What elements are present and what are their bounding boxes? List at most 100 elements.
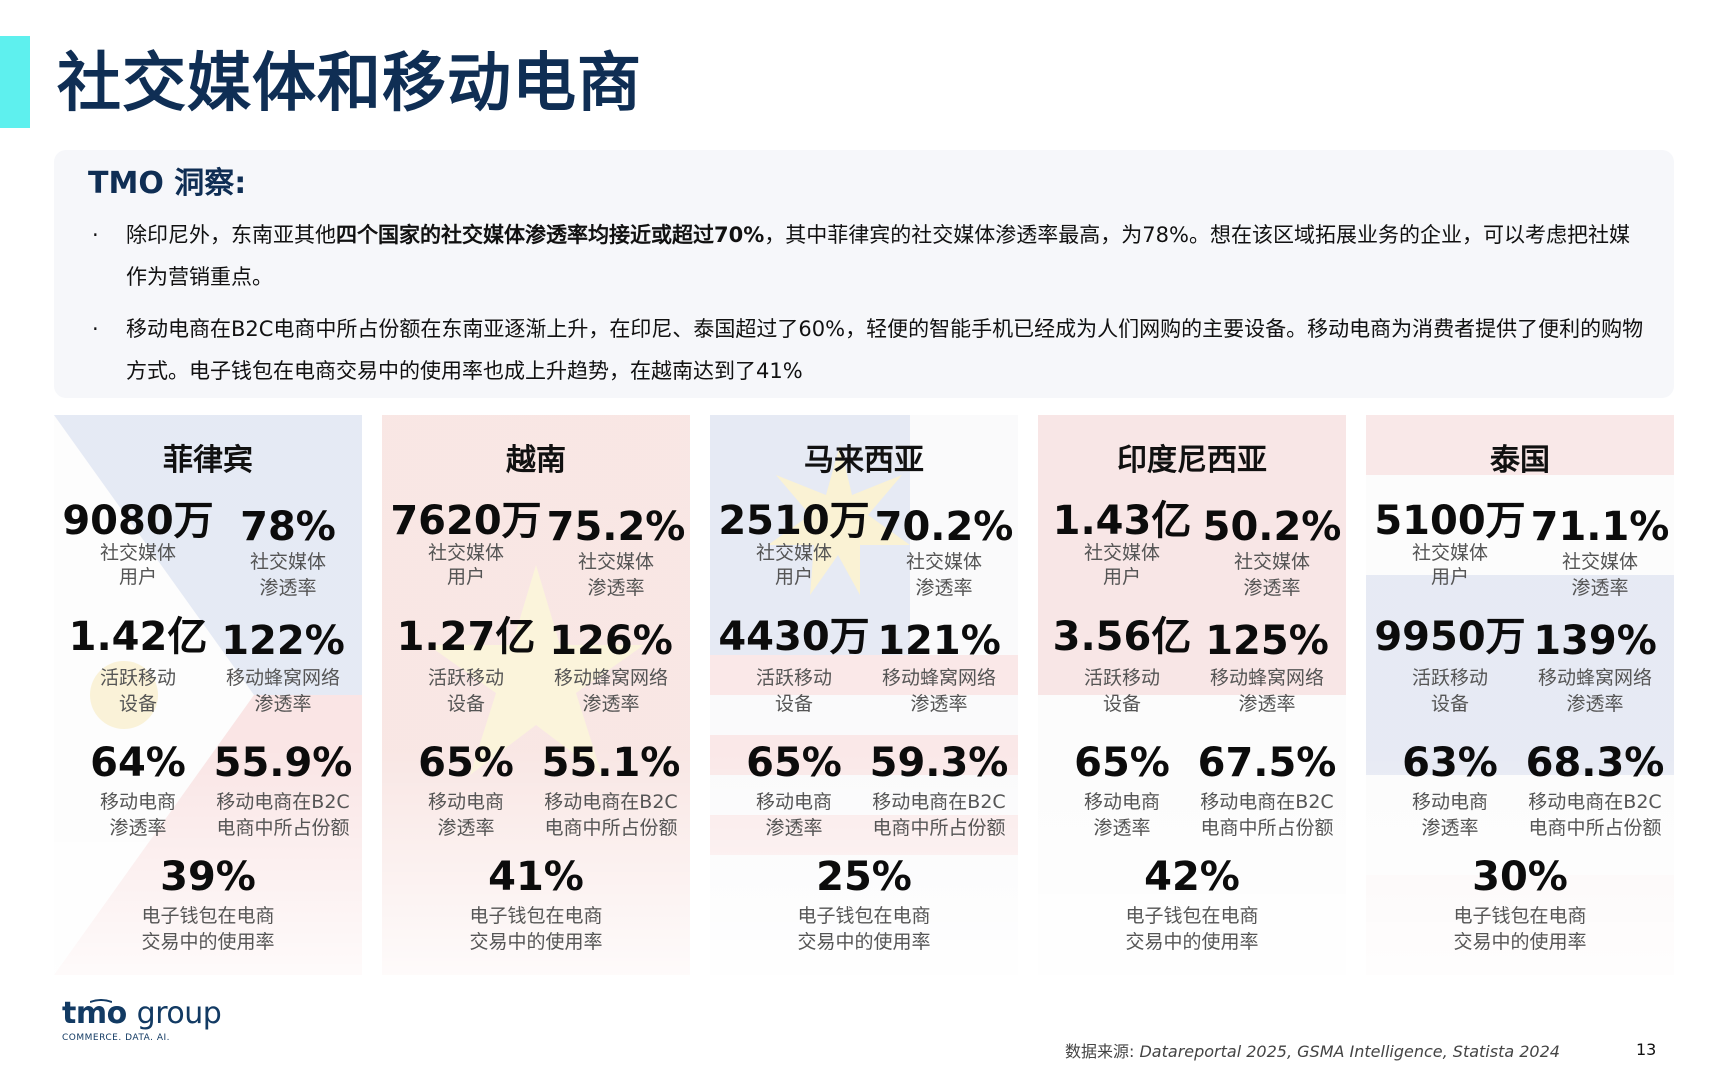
mcommerce-share-value: 59.3%: [869, 740, 1009, 786]
cellular-rate-label: 移动蜂窝网络 渗透率: [553, 667, 668, 715]
social-media-rate-stat: 75.2% 社交媒体 渗透率: [546, 501, 686, 601]
cellular-rate-value: 125%: [1205, 618, 1329, 664]
mcommerce-share-label: 移动电商在B2C 电商中所占份额: [1528, 791, 1662, 839]
insight-bullet-1: · 除印尼外，东南亚其他四个国家的社交媒体渗透率均接近或超过70%，其中菲律宾的…: [88, 214, 1644, 298]
mcommerce-rate-label: 移动电商 渗透率: [755, 791, 832, 839]
social-users-label: 社交媒体 用户: [1411, 542, 1488, 588]
cellular-rate-stat: 125% 移动蜂窝网络 渗透率: [1188, 615, 1346, 717]
social-users-label: 社交媒体 用户: [99, 542, 176, 588]
logo-group: group: [136, 996, 222, 1031]
ewallet-rate-stat: 25% 电子钱包在电商 交易中的使用率: [710, 851, 1018, 955]
mcommerce-rate-value: 63%: [1402, 740, 1498, 786]
cellular-rate-value: 139%: [1533, 618, 1657, 664]
mcommerce-share-stat: 55.1% 移动电商在B2C 电商中所占份额: [532, 737, 690, 841]
social-media-rate-label: 社交媒体 渗透率: [1233, 551, 1310, 599]
logo-swoosh-icon: [90, 999, 112, 1003]
active-devices-label: 活跃移动 设备: [755, 667, 832, 715]
social-users-label: 社交媒体 用户: [755, 542, 832, 588]
ewallet-rate-label: 电子钱包在电商 交易中的使用率: [797, 905, 931, 953]
mcommerce-share-value: 67.5%: [1197, 740, 1337, 786]
ewallet-rate-value: 42%: [1144, 854, 1240, 900]
bullet-text-after: ，其中菲律宾的社交媒体渗透率最高，为78%。想在该区域拓展业务的企业，可以考虑把…: [126, 223, 1630, 289]
ewallet-rate-label: 电子钱包在电商 交易中的使用率: [141, 905, 275, 953]
active-devices-value: 4430万: [718, 614, 870, 660]
social-users-stat: 1.43亿 社交媒体 用户: [1042, 495, 1202, 589]
social-media-rate-value: 78%: [240, 504, 336, 550]
mcommerce-rate-label: 移动电商 渗透率: [99, 791, 176, 839]
insight-box: TMO 洞察: · 除印尼外，东南亚其他四个国家的社交媒体渗透率均接近或超过70…: [54, 150, 1674, 398]
active-devices-stat: 9950万 活跃移动 设备: [1370, 611, 1530, 717]
country-card-indonesia: 印度尼西亚 1.43亿 社交媒体 用户 50.2% 社交媒体 渗透率 3.56亿 活跃移动 设备 1…: [1038, 415, 1346, 975]
social-users-value: 9080万: [62, 498, 214, 544]
accent-bar: [0, 36, 30, 128]
mcommerce-share-stat: 68.3% 移动电商在B2C 电商中所占份额: [1516, 737, 1674, 841]
social-media-rate-stat: 71.1% 社交媒体 渗透率: [1530, 501, 1670, 601]
ewallet-rate-stat: 41% 电子钱包在电商 交易中的使用率: [382, 851, 690, 955]
cellular-rate-label: 移动蜂窝网络 渗透率: [225, 667, 340, 715]
active-devices-value: 3.56亿: [1052, 614, 1192, 660]
active-devices-label: 活跃移动 设备: [1411, 667, 1488, 715]
mcommerce-share-value: 55.9%: [213, 740, 353, 786]
tmo-group-logo: tmo group COMMERCE. DATA. AI.: [62, 996, 222, 1044]
social-media-rate-stat: 50.2% 社交媒体 渗透率: [1202, 501, 1342, 601]
mcommerce-rate-value: 65%: [418, 740, 514, 786]
ewallet-rate-value: 39%: [160, 854, 256, 900]
card-wash: [382, 415, 690, 975]
mcommerce-rate-value: 65%: [746, 740, 842, 786]
active-devices-value: 1.42亿: [68, 614, 208, 660]
ewallet-rate-label: 电子钱包在电商 交易中的使用率: [469, 905, 603, 953]
active-devices-stat: 1.27亿活跃移动 设备: [386, 611, 546, 717]
social-media-rate-value: 50.2%: [1202, 504, 1342, 550]
mcommerce-rate-value: 65%: [1074, 740, 1170, 786]
active-devices-stat: 4430万活跃移动 设备: [714, 611, 874, 717]
card-wash: [1366, 415, 1674, 975]
active-devices-value: 1.27亿: [396, 614, 536, 660]
country-card-vietnam: 越南 7620万 社交媒体 用户 75.2% 社交媒体 渗透率 1.27亿 活跃移动 设备 126%…: [382, 415, 690, 975]
data-source: 数据来源: Datareportal 2025, GSMA Intelligen…: [1065, 1038, 1560, 1062]
social-media-rate-label: 社交媒体 渗透率: [249, 551, 326, 599]
logo-tagline: COMMERCE. DATA. AI.: [62, 1033, 171, 1043]
social-users-label: 社交媒体 用户: [1083, 542, 1160, 588]
card-wash: [1038, 415, 1346, 975]
page-title: 社交媒体和移动电商: [57, 47, 642, 121]
country-name: 泰国: [1490, 443, 1550, 478]
mcommerce-share-stat: 59.3% 移动电商在B2C 电商中所占份额: [860, 737, 1018, 841]
active-devices-label: 活跃移动 设备: [427, 667, 504, 715]
cellular-rate-stat: 139% 移动蜂窝网络 渗透率: [1516, 615, 1674, 717]
bullet-text: 移动电商在B2C电商中所占份额在东南亚逐渐上升，在印尼、泰国超过了60%，轻便的…: [126, 317, 1644, 383]
bullet-marker: ·: [92, 317, 99, 341]
mcommerce-rate-stat: 65% 移动电商 渗透率: [386, 737, 546, 841]
source-text: Datareportal 2025, GSMA Intelligence, St…: [1139, 1042, 1560, 1061]
social-media-rate-label: 社交媒体 渗透率: [577, 551, 654, 599]
ewallet-rate-stat: 39% 电子钱包在电商 交易中的使用率: [54, 851, 362, 955]
country-name: 菲律宾: [163, 443, 253, 478]
insight-bullet-2: · 移动电商在B2C电商中所占份额在东南亚逐渐上升，在印尼、泰国超过了60%，轻…: [88, 308, 1644, 392]
active-devices-label: 活跃移动 设备: [1083, 667, 1160, 715]
mcommerce-rate-stat: 65% 移动电商 渗透率: [1042, 737, 1202, 841]
social-media-rate-label: 社交媒体 渗透率: [1561, 551, 1638, 599]
ewallet-rate-value: 41%: [488, 854, 584, 900]
country-card-philippines: 菲律宾 9080万 社交媒体 用户 78% 社交媒体 渗透率 1.42亿 活跃移动 设备 122% 移…: [54, 415, 362, 975]
social-users-stat: 9080万 社交媒体 用户: [58, 495, 218, 589]
mcommerce-rate-stat: 65% 移动电商 渗透率: [714, 737, 874, 841]
country-card-malaysia: 马来西亚 2510万 社交媒体 用户 70.2% 社交媒体 渗透率 4430万 活跃移动 设备 12…: [710, 415, 1018, 975]
social-media-rate-stat: 78% 社交媒体 渗透率: [218, 501, 358, 601]
social-users-label: 社交媒体 用户: [427, 542, 504, 588]
ewallet-rate-value: 25%: [816, 854, 912, 900]
ewallet-rate-label: 电子钱包在电商 交易中的使用率: [1453, 905, 1587, 953]
social-media-rate-stat: 70.2% 社交媒体 渗透率: [874, 501, 1014, 601]
social-media-rate-value: 70.2%: [874, 504, 1014, 550]
cellular-rate-value: 126%: [549, 618, 673, 664]
mcommerce-share-stat: 55.9% 移动电商在B2C 电商中所占份额: [204, 737, 362, 841]
mcommerce-share-value: 55.1%: [541, 740, 681, 786]
country-card-thailand: 泰国 5100万 社交媒体 用户 71.1% 社交媒体 渗透率 9950万 活跃移动 设备 139%…: [1366, 415, 1674, 975]
mcommerce-share-label: 移动电商在B2C 电商中所占份额: [872, 791, 1006, 839]
social-media-rate-value: 71.1%: [1530, 504, 1670, 550]
mcommerce-rate-label: 移动电商 渗透率: [1083, 791, 1160, 839]
card-wash: [710, 415, 1018, 975]
cellular-rate-stat: 122% 移动蜂窝网络 渗透率: [204, 615, 362, 717]
social-users-value: 1.43亿: [1052, 498, 1192, 544]
mcommerce-share-label: 移动电商在B2C 电商中所占份额: [544, 791, 678, 839]
active-devices-label: 活跃移动 设备: [99, 667, 176, 715]
social-media-rate-value: 75.2%: [546, 504, 686, 550]
